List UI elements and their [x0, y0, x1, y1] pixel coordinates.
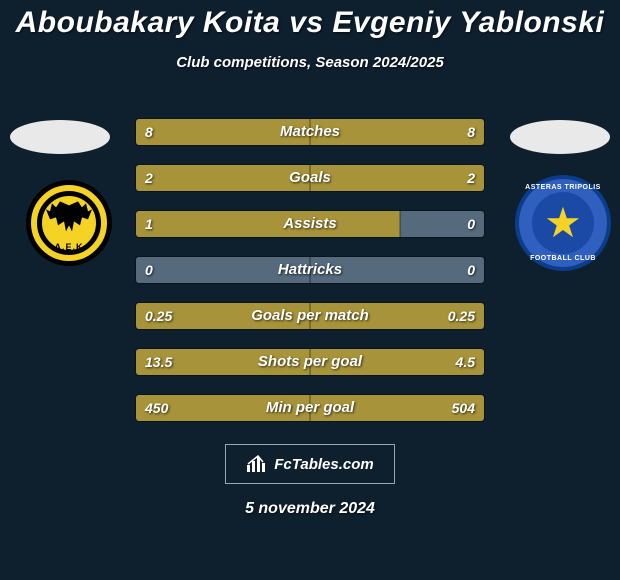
- stat-row: Min per goal450504: [135, 394, 485, 422]
- bar-right: [310, 257, 484, 283]
- bar-right: [400, 211, 484, 237]
- stat-row: Matches88: [135, 118, 485, 146]
- watermark-text: FcTables.com: [274, 456, 373, 473]
- bar-left: [136, 395, 310, 421]
- watermark: FcTables.com: [225, 444, 395, 484]
- bar-track: [135, 118, 485, 146]
- bar-track: [135, 394, 485, 422]
- bar-right: [310, 165, 484, 191]
- bar-right: [310, 349, 484, 375]
- bar-right: [310, 303, 484, 329]
- bar-track: [135, 256, 485, 284]
- bar-left: [136, 349, 310, 375]
- bar-track: [135, 302, 485, 330]
- bar-right: [310, 395, 484, 421]
- bar-left: [136, 119, 310, 145]
- bar-left: [136, 257, 310, 283]
- page-subtitle: Club competitions, Season 2024/2025: [0, 54, 620, 71]
- bars-icon: [246, 455, 268, 473]
- bar-left: [136, 303, 310, 329]
- stat-row: Shots per goal13.54.5: [135, 348, 485, 376]
- bar-track: [135, 210, 485, 238]
- page-title: Aboubakary Koita vs Evgeniy Yablonski: [0, 0, 620, 40]
- comparison-chart: Matches88 Goals22 Assists10 Hattricks00 Goal…: [0, 118, 620, 440]
- bar-left: [136, 211, 400, 237]
- stat-row: Hattricks00: [135, 256, 485, 284]
- bar-left: [136, 165, 310, 191]
- stat-row: Goals22: [135, 164, 485, 192]
- stat-row: Assists10: [135, 210, 485, 238]
- bar-track: [135, 348, 485, 376]
- bar-track: [135, 164, 485, 192]
- date-text: 5 november 2024: [0, 500, 620, 518]
- bar-right: [310, 119, 484, 145]
- stat-row: Goals per match0.250.25: [135, 302, 485, 330]
